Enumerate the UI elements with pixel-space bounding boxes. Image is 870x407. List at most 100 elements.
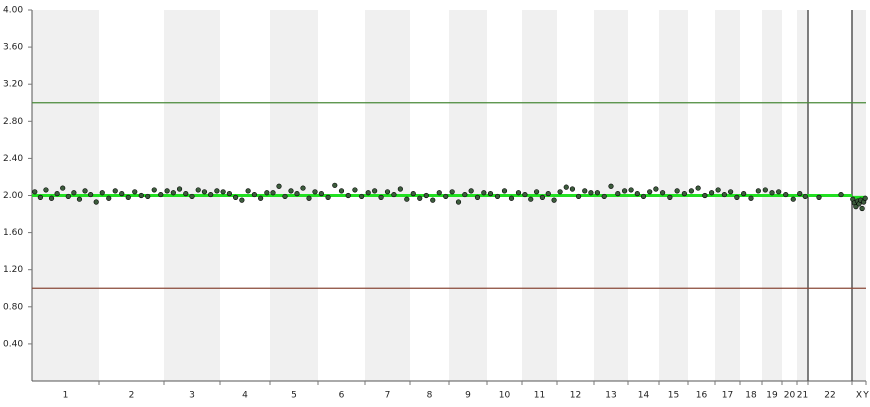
x-tick-label: 10 (499, 391, 511, 401)
data-point (508, 195, 515, 201)
data-point (681, 191, 687, 197)
data-point (709, 190, 715, 196)
data-point (522, 191, 528, 198)
x-tick-label: 16 (696, 391, 708, 401)
data-point (201, 189, 208, 195)
x-tick-label: 5 (291, 391, 297, 401)
data-point (378, 194, 384, 200)
data-point (539, 194, 546, 200)
data-point (545, 191, 551, 197)
data-point (455, 199, 462, 205)
data-point (276, 183, 282, 189)
data-point (615, 191, 621, 197)
data-point (647, 189, 653, 195)
data-point (258, 195, 264, 201)
data-point (474, 194, 481, 200)
data-point (748, 195, 754, 201)
data-point (533, 189, 540, 195)
x-tick-label: 9 (465, 391, 471, 401)
data-point (352, 187, 358, 193)
data-point (528, 196, 534, 202)
data-point (816, 194, 822, 200)
data-point (220, 189, 226, 195)
data-point (359, 193, 365, 200)
y-tick-label: 3.60 (3, 43, 23, 53)
data-point (264, 190, 270, 196)
data-point (776, 189, 782, 195)
data-point (551, 197, 557, 203)
x-tick-label: 13 (605, 391, 616, 401)
data-point (660, 190, 666, 196)
data-point (325, 194, 331, 200)
x-tick-label: 8 (427, 391, 433, 401)
data-point (575, 193, 582, 200)
data-point (282, 193, 288, 200)
x-tick-label: X (856, 391, 862, 401)
data-point (423, 192, 429, 199)
data-point (43, 187, 49, 193)
x-tick-label: 3 (189, 391, 195, 401)
data-point (721, 191, 727, 198)
x-tick-label: 20 (784, 391, 796, 401)
x-tick-label: 15 (668, 391, 679, 401)
data-point (32, 189, 38, 195)
data-point (859, 205, 865, 212)
data-point (397, 186, 403, 192)
data-point (164, 188, 170, 194)
y-tick-label: 1.20 (3, 265, 23, 275)
data-point (119, 191, 125, 197)
data-point (99, 190, 105, 196)
data-point (176, 186, 183, 192)
data-point (410, 191, 416, 197)
data-point (601, 193, 607, 200)
data-point (372, 188, 378, 194)
x-tick-label: 1 (63, 391, 69, 401)
data-point (54, 191, 60, 197)
data-point (608, 183, 614, 189)
x-tick-label: 6 (339, 391, 345, 401)
data-point (391, 191, 397, 198)
band (852, 10, 866, 381)
data-point (417, 195, 423, 201)
data-point (702, 192, 708, 199)
x-tick-label: 14 (638, 391, 650, 401)
data-point (384, 189, 391, 195)
y-tick-label: 4.00 (3, 6, 23, 16)
x-tick-label: 22 (824, 391, 835, 401)
y-tick-label: 0.80 (3, 302, 23, 312)
data-point (563, 184, 569, 190)
data-point (443, 193, 449, 200)
data-point (312, 189, 318, 195)
data-point (60, 185, 66, 191)
data-point (145, 193, 151, 200)
data-point (790, 196, 796, 202)
data-point (71, 190, 77, 196)
data-point (430, 197, 436, 203)
x-tick-label: Y (862, 391, 869, 401)
data-point (208, 191, 214, 198)
data-point (93, 199, 99, 205)
data-point (862, 195, 868, 201)
data-point (838, 191, 844, 198)
data-point (449, 189, 455, 195)
data-point (802, 193, 808, 200)
x-tick-label: 4 (242, 391, 248, 401)
data-point (158, 191, 164, 198)
data-point (634, 191, 640, 197)
data-point (462, 191, 468, 198)
data-point (688, 188, 694, 194)
data-point (251, 191, 257, 198)
data-point (189, 193, 195, 200)
data-point (76, 196, 83, 202)
data-point (195, 187, 201, 193)
data-point (345, 192, 351, 199)
data-point (501, 188, 508, 194)
data-point (82, 188, 88, 194)
data-point (88, 191, 94, 198)
data-point (65, 193, 71, 200)
data-point (239, 197, 245, 203)
x-tick-label: 21 (797, 391, 808, 401)
data-point (557, 189, 563, 195)
data-point (728, 189, 734, 195)
